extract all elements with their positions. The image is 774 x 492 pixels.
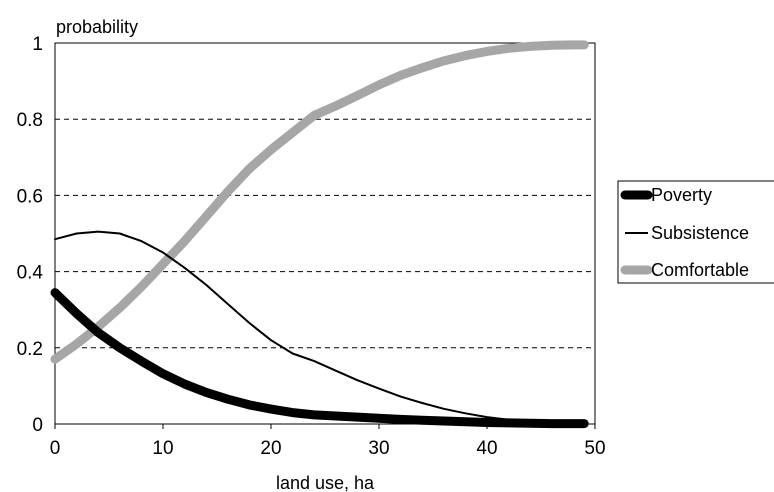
- series-lines: [50, 40, 589, 429]
- series-line-subsistence: [54, 230, 586, 425]
- y-tick-label: 1: [32, 34, 43, 55]
- y-tick-label: 0.2: [17, 339, 43, 360]
- x-tick-labels: 0 10 20 30 40 50: [50, 424, 606, 459]
- x-axis-label: land use, ha: [276, 473, 375, 492]
- legend-label-comfortable: Comfortable: [651, 260, 749, 280]
- series-line-comfortable: [50, 40, 589, 364]
- y-axis-label: probability: [56, 17, 138, 37]
- x-tick-label: 20: [260, 438, 281, 459]
- x-tick-label: 10: [152, 438, 173, 459]
- legend-label-subsistence: Subsistence: [651, 223, 749, 243]
- series-line-poverty: [50, 288, 589, 429]
- y-tick-label: 0.6: [17, 186, 43, 207]
- y-tick-label: 0: [32, 415, 43, 436]
- x-tick-label: 0: [50, 438, 61, 459]
- gridlines: [55, 42, 595, 349]
- y-tick-labels: 0 0.2 0.4 0.6 0.8 1: [17, 34, 44, 436]
- y-tick-label: 0.8: [17, 110, 43, 131]
- x-tick-label: 40: [476, 438, 497, 459]
- x-tick-label: 50: [584, 438, 605, 459]
- plot-area: [54, 42, 596, 425]
- x-tick-label: 30: [368, 438, 389, 459]
- legend-label-poverty: Poverty: [651, 185, 712, 205]
- legend: Poverty Subsistence Comfortable: [617, 180, 774, 284]
- y-tick-label: 0.4: [17, 263, 44, 284]
